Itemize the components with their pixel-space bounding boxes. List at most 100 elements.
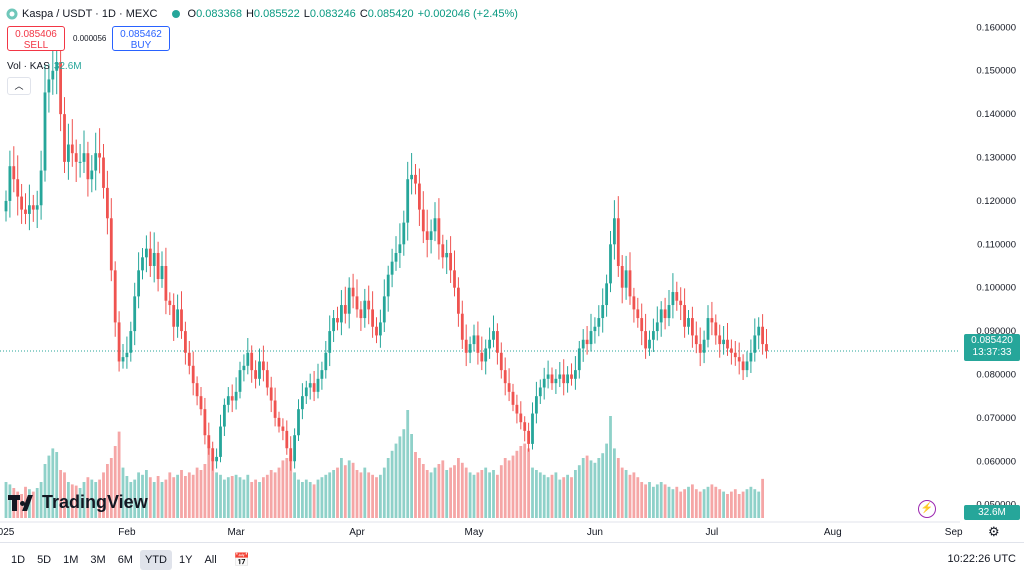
volume-bar [254, 479, 257, 518]
volume-bar [63, 472, 66, 518]
volume-bar [168, 472, 172, 518]
candle-body [324, 352, 328, 371]
volume-bar [265, 474, 269, 518]
timeframe-3m[interactable]: 3M [90, 554, 106, 566]
volume-bar [59, 470, 62, 518]
candle-body [223, 404, 226, 427]
last-price-label: 0.085420 13:37:33 [964, 334, 1020, 361]
volume-bar [425, 470, 429, 518]
candle-body [59, 62, 62, 115]
candle-body [238, 370, 242, 392]
volume-bar [538, 472, 542, 518]
volume-legend[interactable]: Vol · KAS 32.6M [7, 61, 82, 72]
volume-bar [726, 494, 729, 518]
y-tick-label: 0.060000 [976, 456, 1016, 467]
timeframe-1d[interactable]: 1D [11, 554, 26, 566]
volume-bar [499, 465, 503, 518]
candle-body [624, 270, 628, 288]
volume-bar [601, 453, 605, 518]
candle-body [535, 396, 538, 414]
candle-body [184, 331, 187, 353]
volume-bar [535, 470, 538, 518]
volume-bar [180, 470, 183, 518]
volume-bar [737, 494, 741, 518]
candle-body [457, 287, 460, 314]
candle-body [527, 430, 530, 444]
volume-legend-value: 32.6M [53, 61, 82, 72]
candle-body [273, 400, 277, 418]
candle-body [519, 413, 523, 423]
candle-body [301, 396, 304, 410]
volume-bar [293, 472, 296, 518]
volume-bar [39, 482, 43, 518]
candle-body [141, 257, 144, 271]
candle-body [511, 391, 515, 405]
lightning-icon[interactable]: ⚡ [918, 500, 936, 518]
volume-bar [472, 474, 476, 518]
candle-body [702, 339, 706, 353]
volume-bar [145, 470, 148, 518]
candle-body [492, 331, 495, 340]
timeframe-ytd[interactable]: YTD [139, 550, 172, 570]
collapse-chevron-icon[interactable]: ︿ [7, 77, 31, 95]
timeframe-5d[interactable]: 5D [37, 554, 52, 566]
volume-bar [507, 460, 511, 518]
candle-body [453, 270, 456, 288]
volume-bar [47, 455, 51, 518]
candle-body [74, 153, 78, 162]
candle-body [24, 209, 27, 214]
volume-bar [351, 462, 355, 518]
y-tick-label: 0.150000 [976, 66, 1016, 77]
candle-body [562, 374, 566, 384]
buy-button[interactable]: 0.085462 BUY [112, 26, 170, 51]
candle-body [148, 248, 152, 266]
volume-bar [125, 476, 129, 518]
candle-body [320, 370, 324, 379]
candle-body [671, 292, 675, 306]
y-tick-label: 0.100000 [976, 283, 1016, 294]
volume-bar [722, 491, 725, 518]
volume-bar [238, 477, 242, 518]
volume-bar [176, 474, 179, 518]
candle-body [20, 196, 23, 210]
volume-bar [371, 474, 374, 518]
timeframe-6m[interactable]: 6M [117, 554, 133, 566]
candle-body [577, 348, 581, 371]
volume-bar [347, 460, 351, 518]
candle-body [687, 318, 690, 327]
candle-body [620, 266, 624, 288]
volume-legend-label: Vol · KAS [7, 61, 50, 72]
candle-body [616, 218, 620, 266]
volume-bar [109, 458, 113, 518]
candle-body [694, 335, 698, 345]
candle-body [737, 357, 741, 362]
volume-bar [226, 477, 230, 518]
candle-body [125, 352, 129, 358]
candle-body [765, 344, 768, 352]
volume-bar [718, 489, 722, 518]
volume-bar [234, 474, 238, 518]
volume-bar [328, 472, 332, 518]
volume-bar [301, 482, 304, 518]
calendar-icon[interactable]: 📅 [233, 552, 250, 567]
volume-bar [663, 484, 667, 518]
clock-utc[interactable]: 10:22:26 UTC [947, 553, 1016, 565]
candle-body [698, 344, 702, 353]
volume-bar [316, 479, 320, 518]
volume-bar [207, 446, 211, 518]
y-tick-label: 0.070000 [976, 413, 1016, 424]
timeframe-all[interactable]: All [204, 554, 217, 566]
timeframe-1y[interactable]: 1Y [178, 554, 193, 566]
open-value: 0.083368 [196, 8, 242, 20]
candle-body [464, 339, 468, 353]
candle-body [250, 352, 254, 371]
symbol-title[interactable]: Kaspa / USDT · 1D · MEXC [22, 8, 158, 20]
candle-body [355, 296, 359, 310]
settings-gear-icon[interactable]: ⚙ [988, 524, 1000, 539]
volume-bar [187, 472, 191, 518]
low-value: 0.083246 [309, 8, 356, 20]
timeframe-1m[interactable]: 1M [63, 554, 79, 566]
candle-body [499, 352, 503, 371]
sell-button[interactable]: 0.085406 SELL [7, 26, 65, 51]
